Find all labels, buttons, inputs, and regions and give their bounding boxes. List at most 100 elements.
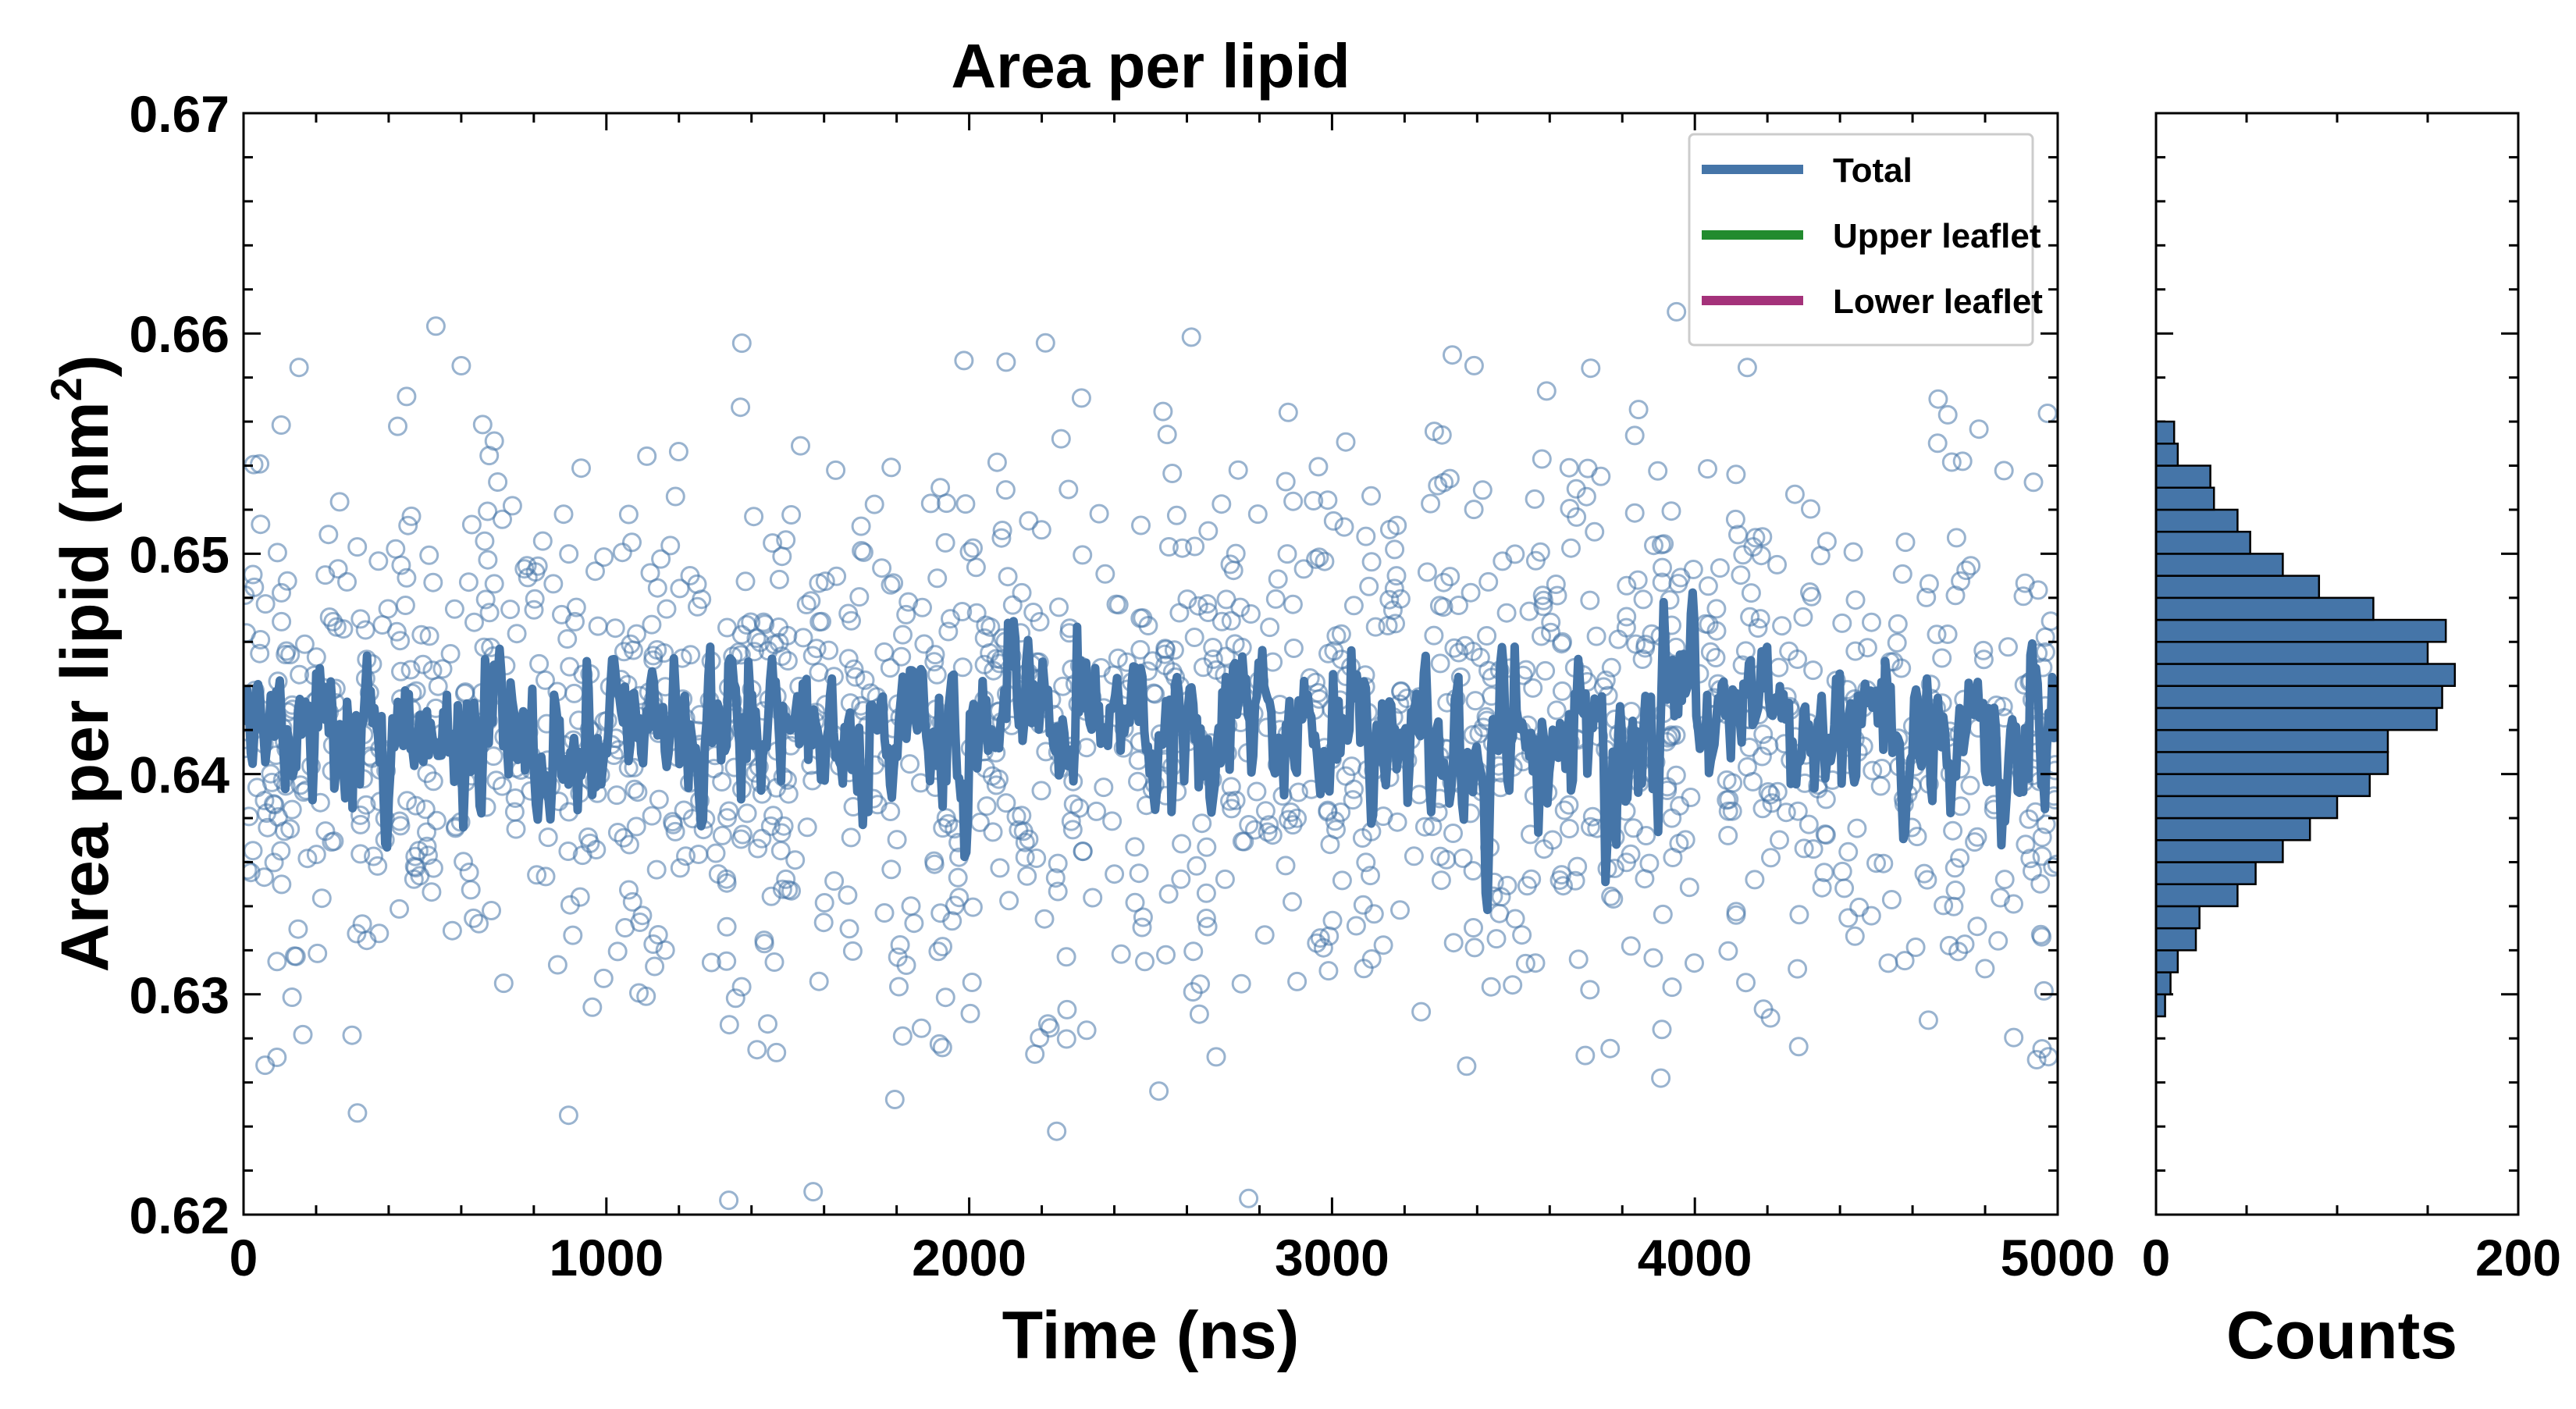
scatter-point xyxy=(1287,971,1308,991)
scatter-point xyxy=(1497,875,1517,895)
scatter-point xyxy=(640,563,660,583)
scatter-point xyxy=(2023,472,2044,493)
scatter-point xyxy=(1534,839,1554,859)
main-y-axis-label: Area per lipid (nm2) xyxy=(41,355,123,973)
histogram-bar xyxy=(2154,728,2389,753)
scatter-point xyxy=(2019,809,2039,829)
scatter-point xyxy=(844,659,864,679)
scatter-point xyxy=(1156,945,1176,965)
scatter-point xyxy=(1617,575,1637,596)
scatter-point xyxy=(350,844,371,864)
scatter-point xyxy=(670,858,690,878)
x-tick-label: 5000 xyxy=(2001,1229,2115,1286)
scatter-point xyxy=(813,913,834,933)
scatter-point xyxy=(1073,545,1093,565)
y-label-main: Area per lipid (nm xyxy=(48,401,123,972)
scatter-point xyxy=(706,843,726,863)
scatter-point xyxy=(557,629,578,649)
scatter-point xyxy=(1895,532,1916,553)
scatter-point xyxy=(1247,781,1267,802)
scatter-point xyxy=(809,662,829,682)
scatter-point xyxy=(1998,637,2018,657)
scatter-point xyxy=(1802,586,1822,607)
scatter-point xyxy=(386,539,406,559)
scatter-point xyxy=(1975,959,1995,979)
scatter-point xyxy=(1662,808,1682,828)
scatter-point xyxy=(889,977,909,997)
scatter-point xyxy=(290,664,310,685)
scatter-point xyxy=(1667,301,1687,322)
scatter-point xyxy=(1283,815,1303,835)
scatter-point xyxy=(272,582,291,603)
scatter-point xyxy=(747,1040,767,1060)
scatter-point xyxy=(280,819,301,839)
scatter-point xyxy=(637,446,657,466)
scatter-point xyxy=(623,640,643,660)
scatter-point xyxy=(369,923,390,944)
scatter-point xyxy=(887,830,907,850)
scatter-point xyxy=(1288,782,1308,802)
scatter-point xyxy=(1907,827,1927,847)
y-tick-label: 0.67 xyxy=(130,85,229,143)
scatter-point xyxy=(1071,388,1091,408)
scatter-point xyxy=(532,531,553,551)
scatter-point xyxy=(1443,824,1463,843)
scatter-point xyxy=(962,973,982,992)
scatter-point xyxy=(1444,638,1464,658)
scatter-point xyxy=(482,901,501,920)
scatter-point xyxy=(824,871,845,891)
histogram-bar xyxy=(2154,927,2197,952)
scatter-point xyxy=(1769,657,1789,678)
main-x-axis-label: Time (ns) xyxy=(1002,1298,1300,1373)
y-tick-label: 0.63 xyxy=(130,966,229,1024)
scatter-point xyxy=(872,558,892,578)
scatter-point xyxy=(1281,802,1301,822)
scatter-point xyxy=(1812,877,1832,898)
scatter-point xyxy=(933,818,953,838)
histogram-bar xyxy=(2154,553,2284,577)
scatter-point xyxy=(963,538,983,558)
scatter-point xyxy=(250,643,270,664)
scatter-point xyxy=(767,1042,787,1062)
scatter-point xyxy=(1559,795,1579,815)
scatter-point xyxy=(772,546,792,567)
scatter-point xyxy=(935,987,955,1008)
scatter-point xyxy=(717,916,737,937)
legend: Total Upper leaflet Lower leaflet xyxy=(1688,133,2043,347)
scatter-point xyxy=(1172,834,1192,854)
scatter-point xyxy=(1390,900,1410,920)
scatter-point xyxy=(1580,590,1600,610)
scatter-point xyxy=(1472,480,1493,500)
scatter-point xyxy=(1196,909,1216,928)
scatter-point xyxy=(1308,457,1329,477)
scatter-point xyxy=(518,568,538,588)
scatter-point xyxy=(1653,557,1672,578)
scatter-point xyxy=(619,834,639,855)
scatter-point xyxy=(937,493,956,514)
scatter-point xyxy=(350,814,371,834)
scatter-point xyxy=(809,612,830,632)
scatter-point xyxy=(769,569,789,589)
scatter-point xyxy=(1130,639,1151,660)
scatter-point xyxy=(977,796,997,817)
scatter-point xyxy=(475,589,496,610)
scatter-point xyxy=(364,846,383,866)
scatter-point xyxy=(618,504,639,525)
scatter-point xyxy=(1464,938,1485,958)
scatter-point xyxy=(2020,849,2041,869)
scatter-point xyxy=(2030,924,2051,945)
scatter-point xyxy=(1517,876,1537,896)
scatter-point xyxy=(1661,501,1681,521)
scatter-point xyxy=(1767,781,1788,802)
scatter-point xyxy=(1845,926,1865,946)
scatter-point xyxy=(642,806,662,826)
scatter-point xyxy=(1679,877,1699,898)
scatter-point xyxy=(1710,558,1730,578)
scatter-point xyxy=(1463,861,1483,881)
scatter-point xyxy=(1878,953,1898,973)
scatter-point xyxy=(1669,834,1689,853)
scatter-point xyxy=(643,934,664,954)
scatter-point xyxy=(1750,609,1770,629)
scatter-point xyxy=(1944,896,1964,916)
